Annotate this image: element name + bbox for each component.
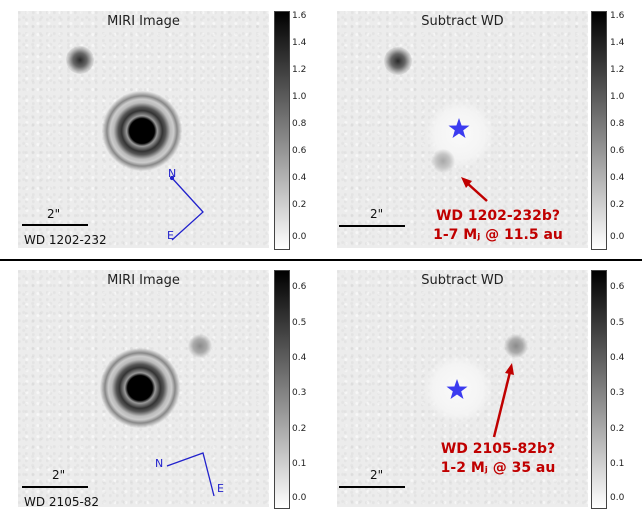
candidate-source: [188, 334, 212, 358]
scale-bar: [22, 224, 88, 226]
colorbar-tick: 0.5: [292, 318, 307, 328]
colorbar-tick: 1.4: [610, 38, 625, 48]
colorbar-tick: 0.4: [292, 353, 307, 363]
row-divider: [0, 259, 642, 261]
candidate-source: [431, 149, 455, 173]
colorbar-tick: 1.2: [610, 65, 625, 75]
colorbar-tick: 1.0: [292, 92, 307, 102]
colorbar-tick: 0.2: [292, 424, 307, 434]
panel-title: Subtract WD: [421, 273, 504, 288]
colorbar-tick: 0.6: [610, 146, 625, 156]
colorbar-tick: 1.0: [610, 92, 625, 102]
colorbar-tick: 0.5: [610, 318, 625, 328]
colorbar-tick: 0.2: [292, 200, 307, 210]
colorbar: [274, 11, 290, 250]
subtraction-residual: [423, 354, 493, 424]
colorbar-tick: 0.1: [292, 459, 307, 469]
colorbar-tick: 0.0: [292, 232, 307, 242]
colorbar-tick: 1.4: [292, 38, 307, 48]
colorbar-tick: 0.0: [610, 232, 625, 242]
scale-label: 2": [370, 207, 384, 221]
white-dwarf-psf: [100, 348, 180, 428]
target-name: WD 1202-232: [24, 233, 107, 247]
colorbar-tick: 1.2: [292, 65, 307, 75]
colorbar-tick: 0.6: [292, 146, 307, 156]
colorbar-tick: 1.6: [610, 11, 625, 21]
colorbar-tick: 0.3: [610, 388, 625, 398]
colorbar: [274, 270, 290, 509]
candidate-properties: 1-7 Mⱼ @ 11.5 au: [433, 227, 563, 243]
candidate-name: WD 1202-232b?: [435, 208, 561, 224]
candidate-source: [504, 334, 528, 358]
colorbar-tick: 0.4: [610, 353, 625, 363]
panel-title: MIRI Image: [107, 14, 180, 29]
scale-label: 2": [370, 468, 384, 482]
scale-bar: [339, 225, 405, 227]
miri-image-top: [18, 11, 269, 248]
colorbar-tick: 0.1: [610, 459, 625, 469]
scale-label: 2": [52, 468, 66, 482]
colorbar-tick: 0.0: [610, 493, 625, 503]
colorbar-tick: 0.8: [610, 119, 625, 129]
scale-bar: [22, 486, 88, 488]
candidate-properties: 1-2 Mⱼ @ 35 au: [440, 460, 556, 476]
colorbar-tick: 0.6: [292, 282, 307, 292]
colorbar-tick: 0.4: [610, 173, 625, 183]
colorbar: [591, 270, 607, 509]
candidate-annotation-bottom: WD 2105-82b? 1-2 Mⱼ @ 35 au: [408, 440, 588, 478]
colorbar-tick: 0.2: [610, 424, 625, 434]
background-source: [66, 46, 94, 74]
target-name: WD 2105-82: [24, 495, 100, 509]
colorbar: [591, 11, 607, 250]
white-dwarf-psf: [102, 91, 182, 171]
colorbar-tick: 0.8: [292, 119, 307, 129]
miri-image-bottom: [18, 270, 269, 507]
panel-title: MIRI Image: [107, 273, 180, 288]
colorbar-tick: 0.3: [292, 388, 307, 398]
background-source: [384, 47, 412, 75]
candidate-annotation-top: WD 1202-232b? 1-7 Mⱼ @ 11.5 au: [408, 207, 588, 245]
colorbar-tick: 0.0: [292, 493, 307, 503]
candidate-name: WD 2105-82b?: [440, 441, 556, 457]
colorbar-tick: 0.4: [292, 173, 307, 183]
scale-bar: [339, 486, 405, 488]
panel-title: Subtract WD: [421, 14, 504, 29]
colorbar-tick: 1.6: [292, 11, 307, 21]
colorbar-tick: 0.6: [610, 282, 625, 292]
scale-label: 2": [47, 207, 61, 221]
colorbar-tick: 0.2: [610, 200, 625, 210]
